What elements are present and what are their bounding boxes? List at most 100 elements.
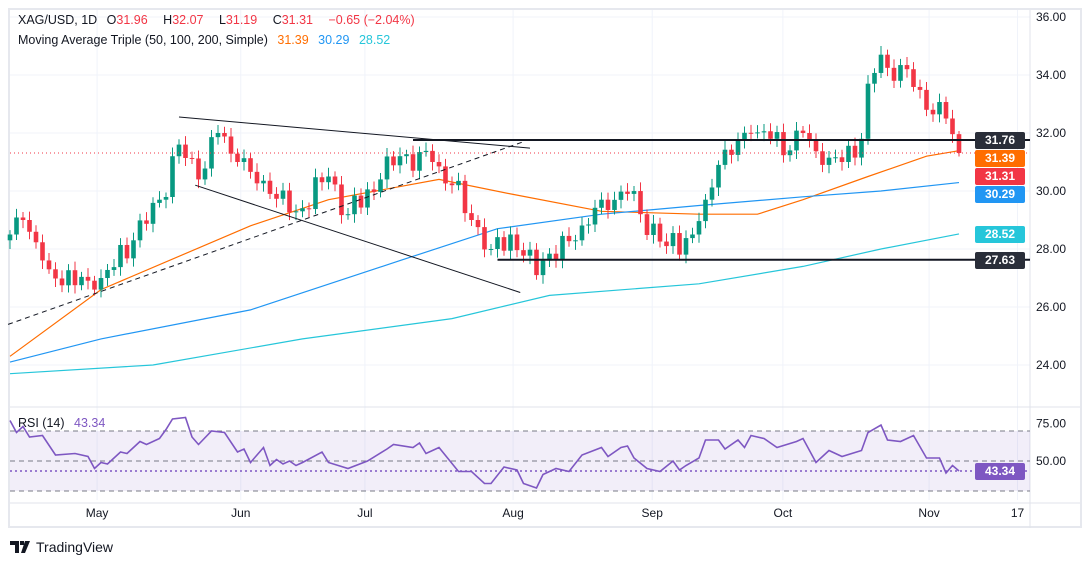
candle: [742, 126, 747, 149]
candle: [768, 123, 773, 145]
candle-body: [228, 136, 234, 154]
ohlc-close: C31.31: [273, 13, 319, 27]
price-axis-label: 28.00: [1036, 242, 1066, 256]
candle: [644, 209, 650, 241]
candle-body: [248, 158, 253, 172]
candle-body: [865, 83, 871, 139]
candle-body: [300, 208, 305, 212]
candle-body: [332, 176, 338, 185]
candle-body: [820, 151, 825, 165]
candle: [716, 160, 721, 196]
candle: [280, 182, 286, 205]
candle-body: [716, 164, 721, 188]
candle: [365, 182, 370, 216]
candle: [501, 231, 507, 256]
candle-body: [222, 133, 227, 137]
candle: [703, 194, 708, 229]
candle-body: [631, 191, 637, 194]
candle-body: [85, 276, 91, 281]
candle: [761, 124, 767, 142]
rising-support-line: [7, 141, 524, 325]
candle-body: [326, 176, 331, 183]
candle-body: [677, 233, 682, 255]
candle-body: [735, 140, 741, 155]
candle-body: [846, 145, 851, 162]
candle-body: [33, 231, 39, 243]
candle-body: [612, 199, 617, 210]
candle: [872, 68, 877, 93]
candle: [189, 151, 195, 164]
time-axis-label: 17: [1011, 506, 1025, 520]
candle-body: [488, 249, 494, 250]
candle-body: [46, 260, 52, 270]
candle: [352, 187, 357, 223]
ma-legend[interactable]: Moving Average Triple (50, 100, 200, Sim…: [18, 33, 396, 47]
candle: [560, 231, 565, 269]
candle: [670, 226, 676, 254]
chart-frame: [8, 8, 1082, 528]
candle-body: [40, 242, 45, 261]
candle-body: [540, 260, 546, 276]
candle-body: [131, 240, 136, 259]
candle: [664, 233, 669, 254]
candle-body: [527, 249, 533, 256]
candle-body: [293, 211, 299, 213]
price-axis-label: 26.00: [1036, 300, 1066, 314]
candle: [131, 232, 136, 267]
rsi-legend[interactable]: RSI (14) 43.34: [18, 416, 111, 430]
candle: [748, 124, 754, 142]
candle-body: [443, 166, 448, 184]
candle-body: [280, 190, 286, 199]
candle-body: [319, 177, 325, 183]
candle: [820, 142, 825, 173]
candle: [228, 128, 234, 163]
time-axis-label: Jul: [357, 506, 372, 520]
candle-body: [111, 267, 117, 270]
candle-body: [781, 132, 786, 156]
candle: [859, 132, 864, 166]
candle-body: [657, 223, 663, 242]
candle: [46, 253, 52, 274]
candle-body: [514, 234, 520, 251]
candle-body: [105, 269, 110, 279]
candle: [495, 228, 500, 258]
upper-wedge-line: [178, 116, 531, 149]
candle-body: [462, 180, 468, 214]
candle: [293, 204, 299, 221]
candle: [631, 185, 637, 202]
candle-body: [774, 132, 780, 139]
candle: [755, 125, 760, 139]
candle: [14, 208, 19, 241]
candle-body: [891, 67, 897, 81]
candle-body: [261, 180, 266, 184]
price-tag: 31.31: [975, 167, 1025, 185]
price-tag: 28.52: [975, 225, 1025, 243]
candle-body: [79, 276, 84, 286]
candle: [885, 49, 890, 77]
candle-body: [566, 235, 572, 242]
tradingview-logo[interactable]: TradingView: [10, 539, 113, 555]
candle: [852, 137, 858, 166]
candle: [904, 57, 910, 78]
candle: [443, 158, 448, 191]
candle: [547, 248, 552, 267]
time-axis-label: Sep: [642, 506, 664, 520]
candle: [137, 213, 143, 248]
price-axis-label: 36.00: [1036, 10, 1066, 24]
candle: [66, 264, 71, 293]
candle-body: [482, 227, 487, 250]
candle: [722, 141, 728, 170]
price-tag: 27.63: [975, 251, 1025, 269]
candle-body: [917, 86, 923, 90]
price-axis-label: 34.00: [1036, 68, 1066, 82]
candle: [215, 125, 221, 145]
time-axis-label: May: [86, 506, 109, 520]
candle: [85, 268, 91, 290]
candle-body: [956, 134, 962, 154]
candle: [98, 269, 104, 298]
candle: [332, 171, 338, 192]
sma100-value: 30.29: [318, 33, 350, 47]
candle: [410, 145, 416, 178]
candle-body: [423, 150, 429, 153]
